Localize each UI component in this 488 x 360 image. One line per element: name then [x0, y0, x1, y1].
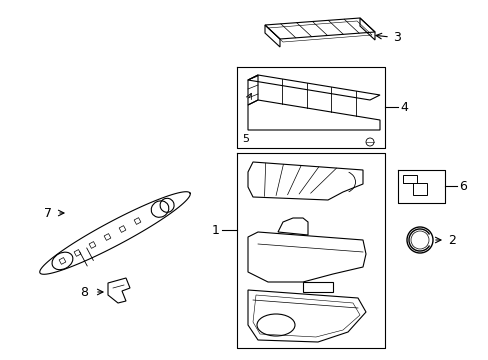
- Text: 3: 3: [392, 31, 400, 44]
- Text: 2: 2: [447, 234, 455, 247]
- Text: 4: 4: [399, 100, 407, 113]
- Text: 7: 7: [44, 207, 52, 220]
- Text: 6: 6: [458, 180, 466, 193]
- Text: 1: 1: [212, 224, 220, 237]
- Text: 5: 5: [242, 134, 248, 144]
- Text: 8: 8: [80, 285, 88, 298]
